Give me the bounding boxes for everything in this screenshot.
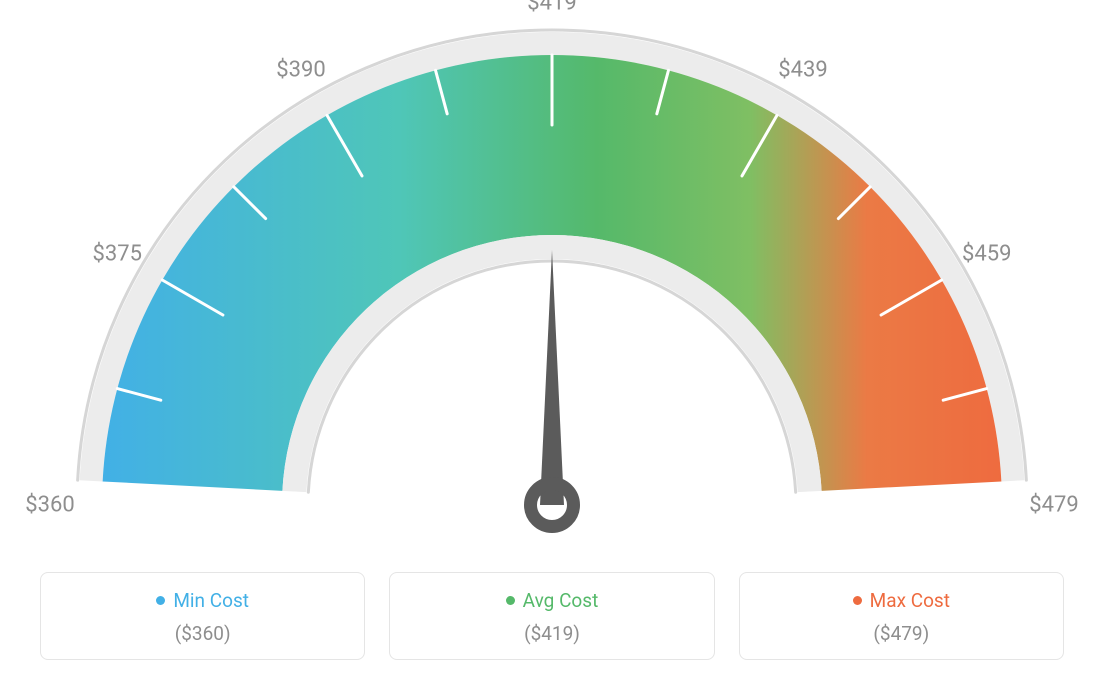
- legend-card-min: Min Cost ($360): [40, 572, 365, 660]
- legend-avg-value: ($419): [400, 622, 703, 645]
- legend-min-top: Min Cost: [51, 589, 354, 612]
- gauge-tick-label: $390: [276, 58, 325, 83]
- gauge-tick-label: $375: [93, 242, 142, 267]
- legend-min-value: ($360): [51, 622, 354, 645]
- gauge-chart: $360 $375 $390 $419 $439 $459 $479: [0, 0, 1104, 560]
- legend-max-top: Max Cost: [750, 589, 1053, 612]
- gauge-tick-label: $360: [25, 493, 74, 518]
- legend-card-max: Max Cost ($479): [739, 572, 1064, 660]
- legend-row: Min Cost ($360) Avg Cost ($419) Max Cost…: [40, 572, 1064, 660]
- legend-min-dot: [156, 596, 165, 605]
- legend-card-avg: Avg Cost ($419): [389, 572, 714, 660]
- gauge-tick-label: $459: [962, 242, 1011, 267]
- gauge-tick-label: $479: [1029, 493, 1078, 518]
- gauge-tick-label: $419: [527, 0, 576, 16]
- legend-max-label: Max Cost: [870, 589, 950, 612]
- legend-avg-top: Avg Cost: [400, 589, 703, 612]
- gauge-svg: [0, 0, 1104, 560]
- gauge-tick-label: $439: [778, 58, 827, 83]
- legend-max-dot: [853, 596, 862, 605]
- legend-avg-label: Avg Cost: [523, 589, 599, 612]
- legend-max-value: ($479): [750, 622, 1053, 645]
- legend-min-label: Min Cost: [173, 589, 249, 612]
- legend-avg-dot: [506, 596, 515, 605]
